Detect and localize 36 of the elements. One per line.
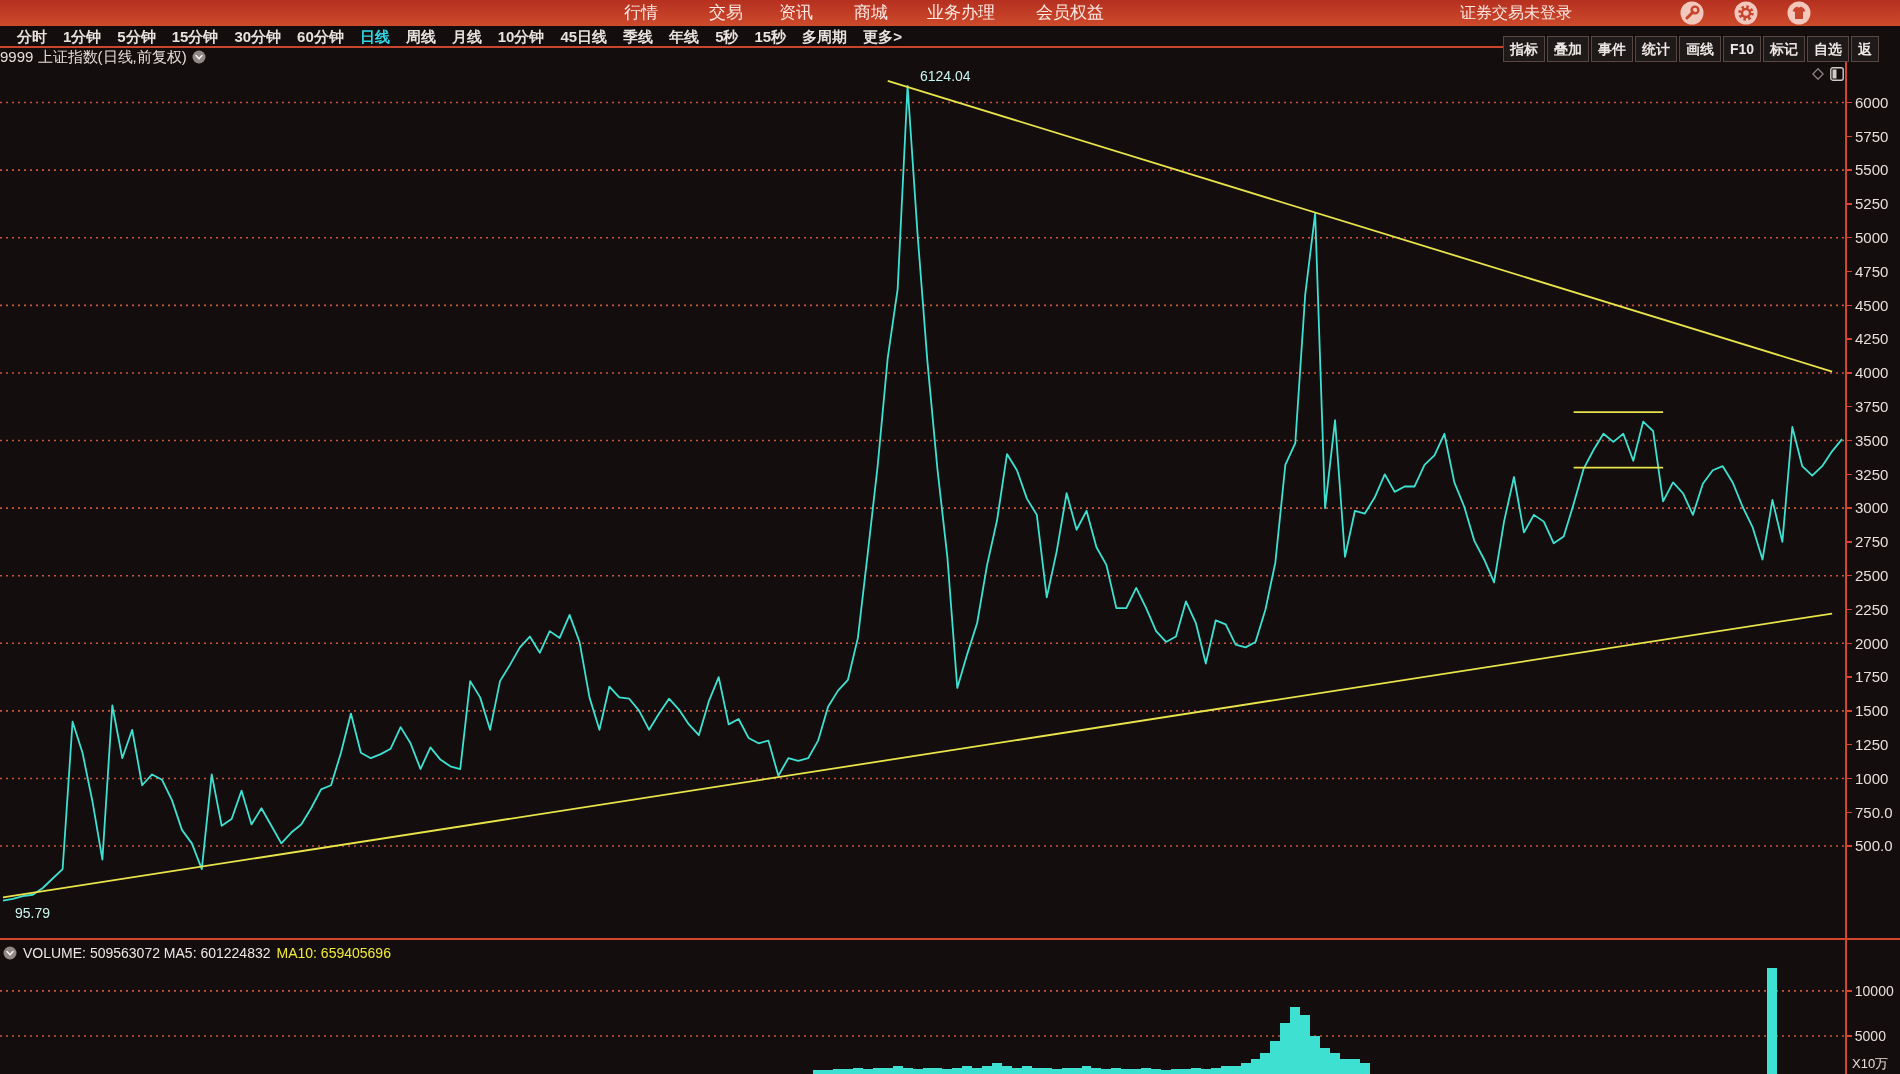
y-tick-label: 3250 (1855, 465, 1889, 483)
y-tick-label: 5250 (1855, 195, 1889, 213)
line-series (2, 84, 1843, 902)
y-axis-title: X10万 (1852, 1056, 1889, 1071)
annotation: VOLUME: 509563072 MA5: 601224832 (23, 945, 271, 961)
y-tick-label: 3750 (1855, 397, 1889, 415)
text: 指标 叠加 事件 统计 画线 F10 标记 自选 返 (1510, 41, 1873, 57)
y-tick-label: 500.0 (1855, 837, 1893, 855)
y-tick-label: 2750 (1855, 533, 1889, 551)
y-tick-label: 2500 (1855, 566, 1889, 584)
y-tick-label: 10000 (1854, 982, 1894, 999)
y-tick-label: 1250 (1855, 735, 1889, 753)
y-tick-label: 4250 (1855, 330, 1889, 348)
text: 行情 交易 资讯 商城 业务办理 会员权益 (624, 3, 1104, 22)
annotation: 6124.04 (920, 68, 971, 84)
y-tick-label: 3500 (1855, 431, 1889, 449)
y-tick-label: 3000 (1855, 499, 1889, 517)
y-tick-label: 1500 (1855, 702, 1889, 720)
y-tick-label: 5000 (1855, 228, 1889, 246)
y-tick-label: 5000 (1854, 1027, 1887, 1044)
annotation: 95.79 (15, 905, 51, 921)
y-tick-label: 5750 (1855, 127, 1889, 145)
y-tick-label: 6000 (1855, 93, 1889, 111)
y-tick-label: 2250 (1855, 600, 1889, 618)
text: 证券交易未登录 (1460, 3, 1572, 23)
y-tick-label: 5500 (1855, 161, 1889, 179)
annotation: MA10: 659405696 (276, 945, 391, 961)
y-tick-label: 2000 (1855, 634, 1889, 652)
y-tick-label: 1000 (1855, 769, 1889, 787)
y-tick-label: 4750 (1855, 262, 1889, 280)
text: 分时 1分钟 5分钟 15分钟 30分钟 60分钟 日线 周线 月线 10分钟 45日线 季线 年线 5秒 15秒 多周期 更多> (17, 28, 902, 45)
y-tick-label: 4000 (1855, 364, 1889, 382)
y-tick-label: 750.0 (1855, 803, 1893, 821)
y-tick-label: 4500 (1855, 296, 1889, 314)
y-tick-label: 1750 (1855, 668, 1889, 686)
chart-title: 9999 上证指数(日线,前复权) (0, 48, 187, 65)
